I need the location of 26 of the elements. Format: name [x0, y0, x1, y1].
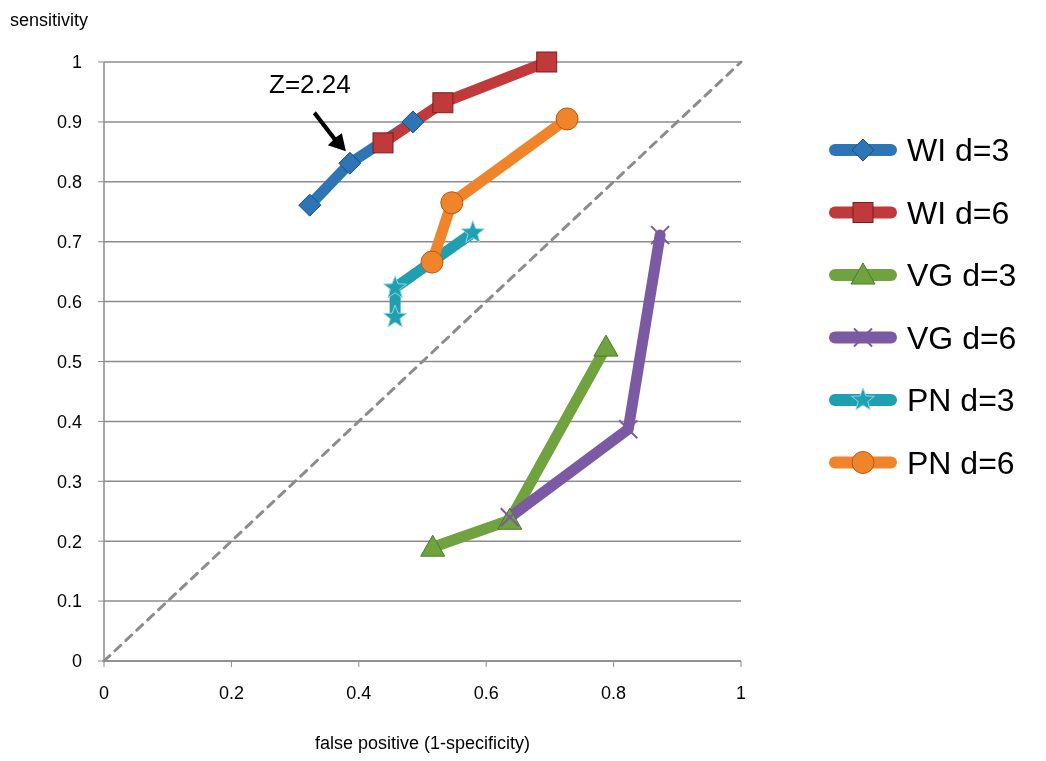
legend-label: VG d=3 [907, 257, 1017, 294]
x-tick-label: 0.8 [601, 683, 627, 703]
legend-label: PN d=3 [907, 382, 1015, 419]
x-tick-label: 0.6 [473, 683, 499, 703]
y-tick-label: 0.7 [56, 232, 82, 252]
y-tick-label: 1 [71, 52, 82, 73]
legend-label: PN d=6 [907, 444, 1015, 481]
y-tick-label: 0.2 [56, 531, 82, 552]
y-tick-label: 0.6 [56, 291, 82, 312]
y-tick-label: 0.3 [56, 471, 82, 492]
annotation: Z=2.24 [269, 69, 351, 100]
x-tick-label: 0 [98, 683, 110, 703]
legend-label: VG d=6 [907, 319, 1017, 356]
y-tick-label: 0.1 [56, 591, 82, 612]
y-tick-label: 0.8 [56, 172, 82, 193]
y-tick-label: 0.5 [56, 351, 82, 372]
x-tick-label: 0.4 [346, 683, 372, 703]
x-axis-title: false positive (1-specificity) [314, 733, 531, 753]
x-tick-label: 0.2 [218, 683, 244, 703]
legend-label: WI d=6 [907, 194, 1010, 231]
legend-label: WI d=3 [907, 132, 1010, 169]
y-tick-label: 0.9 [56, 112, 82, 133]
y-tick-label: 0 [71, 651, 82, 672]
x-tick-label: 1 [735, 683, 747, 703]
y-tick-label: 0.4 [56, 411, 82, 432]
y-axis-title: sensitivity [10, 10, 89, 30]
